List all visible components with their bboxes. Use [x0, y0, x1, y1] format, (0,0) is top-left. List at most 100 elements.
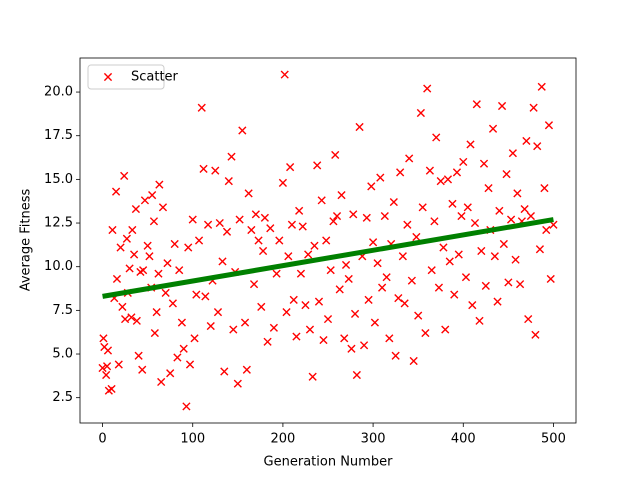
scatter-point	[122, 234, 131, 243]
scatter-point	[427, 266, 436, 275]
scatter-point	[329, 217, 338, 226]
scatter-point	[155, 180, 164, 189]
scatter-point	[443, 175, 453, 184]
scatter-point	[134, 351, 143, 360]
y-tick-label: 5.0	[52, 347, 73, 362]
scatter-point	[292, 332, 301, 341]
scatter-point	[461, 273, 471, 282]
scatter-point	[414, 311, 423, 320]
scatter-point	[140, 196, 150, 205]
scatter-point	[531, 330, 540, 339]
scatter-point	[445, 257, 454, 266]
scatter-point	[304, 250, 313, 259]
scatter-point	[405, 154, 414, 163]
scatter-point	[220, 367, 229, 376]
y-tick-label: 2.5	[52, 390, 73, 405]
scatter-point	[177, 318, 186, 327]
scatter-point	[314, 297, 324, 306]
scatter-point	[149, 217, 159, 226]
scatter-point	[319, 335, 328, 345]
scatter-point	[247, 225, 256, 235]
scatter-point	[335, 285, 344, 294]
scatter-point	[114, 360, 123, 369]
scatter-point	[287, 220, 297, 229]
scatter-point	[396, 168, 405, 177]
scatter-point	[448, 199, 457, 208]
y-axis-label: Average Fitness	[19, 189, 34, 292]
scatter-point	[179, 344, 188, 353]
scatter-point	[332, 211, 342, 221]
scatter-point	[497, 101, 507, 111]
scatter-point	[382, 273, 391, 282]
x-tick-label: 0	[98, 432, 106, 447]
scatter-point	[418, 203, 427, 212]
scatter-point	[148, 190, 157, 200]
scatter-point	[145, 252, 154, 261]
y-tick-label: 17.5	[44, 128, 73, 143]
scatter-point	[313, 161, 322, 170]
scatter-point	[289, 295, 298, 304]
scatter-point	[452, 168, 462, 177]
scatter-point	[540, 184, 549, 193]
scatter-point	[143, 241, 152, 250]
scatter-point	[120, 314, 130, 324]
scatter-point	[394, 294, 403, 303]
scatter-point	[450, 290, 459, 299]
scatter-point	[310, 241, 319, 250]
scatter-point	[199, 164, 208, 173]
scatter-point	[168, 299, 177, 308]
scatter-point	[326, 266, 335, 275]
scatter-point	[350, 309, 360, 318]
scatter-point	[368, 238, 378, 247]
scatter-point	[475, 316, 484, 325]
scatter-point	[441, 325, 450, 334]
scatter-point	[258, 246, 268, 256]
scatter-point	[132, 316, 141, 325]
scatter-point	[488, 124, 498, 133]
scatter-point	[349, 210, 358, 219]
scatter-point	[254, 236, 263, 245]
scatter-point	[301, 301, 310, 310]
scatter-point	[130, 250, 139, 259]
y-tick-label: 7.5	[52, 303, 73, 318]
scatter-point	[108, 225, 117, 235]
y-tick-label: 15.0	[44, 172, 73, 187]
scatter-point	[436, 177, 445, 186]
scatter-point	[185, 360, 195, 369]
scatter-point	[238, 126, 247, 135]
scatter-point	[341, 260, 351, 270]
scatter-point	[407, 276, 416, 285]
scatter-point	[470, 218, 480, 228]
scatter-point	[244, 189, 253, 198]
scatter-point	[229, 325, 238, 334]
scatter-point	[103, 346, 113, 355]
scatter-point	[352, 370, 361, 380]
legend-label: Scatter	[131, 70, 179, 85]
scatter-point	[102, 362, 112, 371]
scatter-point	[439, 243, 448, 252]
scatter-point	[242, 365, 251, 374]
x-tick-label: 200	[270, 432, 295, 447]
scatter-point	[535, 245, 545, 254]
x-tick-label: 100	[180, 432, 205, 447]
scatter-point	[317, 196, 326, 205]
y-tick-label: 12.5	[44, 216, 73, 231]
scatter-point	[269, 323, 278, 332]
scatter-point	[502, 170, 511, 179]
scatter-point	[272, 269, 281, 278]
scatter-point	[161, 288, 170, 297]
scatter-point	[385, 334, 394, 343]
scatter-point	[125, 264, 134, 273]
scatter-point	[526, 211, 536, 221]
scatter-point	[260, 213, 269, 222]
scatter-point	[425, 166, 434, 175]
scatter-point	[251, 210, 260, 219]
scatter-point	[118, 302, 127, 311]
scatter-point	[184, 243, 193, 252]
scatter-point	[546, 274, 555, 284]
scatter-point	[506, 215, 516, 224]
scatter-point	[457, 211, 466, 221]
scatter-point	[154, 269, 163, 278]
scatter-point	[398, 252, 407, 261]
